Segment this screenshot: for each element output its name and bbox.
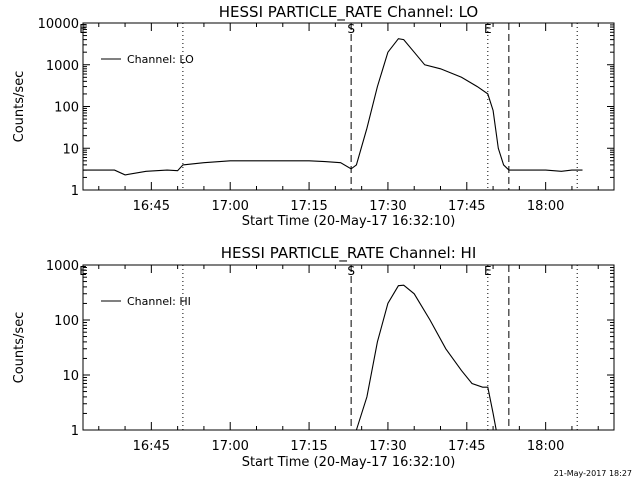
x-tick-label: 18:00: [527, 439, 564, 454]
y-tick-label: 10000: [38, 17, 79, 32]
y-tick-label: 100: [54, 314, 79, 329]
event-marker-label: E: [484, 264, 492, 278]
x-tick-label: 17:15: [290, 199, 327, 214]
series-line: [355, 284, 497, 431]
chart-title: HESSI PARTICLE_RATE Channel: HI: [221, 244, 477, 263]
y-tick-label: 1000: [46, 59, 79, 74]
event-marker-label: E: [484, 22, 492, 36]
x-tick-label: 16:45: [133, 439, 170, 454]
y-tick-label: 10: [62, 142, 79, 157]
x-tick-label: 18:00: [527, 199, 564, 214]
x-axis-label: Start Time (20-May-17 16:32:10): [242, 214, 456, 229]
series-line: [83, 38, 583, 176]
legend-label: Channel: HI: [127, 295, 191, 308]
x-tick-label: 17:30: [369, 439, 406, 454]
x-tick-label: 17:15: [290, 439, 327, 454]
y-tick-label: 100: [54, 101, 79, 116]
x-tick-label: 17:45: [448, 439, 485, 454]
event-marker-label: E: [79, 264, 87, 278]
x-tick-label: 17:45: [448, 199, 485, 214]
x-tick-label: 16:45: [133, 199, 170, 214]
y-tick-label: 1: [71, 424, 79, 439]
footer-timestamp: 21-May-2017 18:27: [554, 469, 632, 478]
plot-frame: [82, 22, 615, 191]
y-axis-label: Counts/sec: [12, 312, 27, 384]
y-axis-label: Counts/sec: [12, 71, 27, 143]
y-tick-label: 10: [62, 369, 79, 384]
x-tick-label: 17:30: [369, 199, 406, 214]
legend-label: Channel: LO: [127, 53, 194, 66]
chart-title: HESSI PARTICLE_RATE Channel: LO: [219, 3, 478, 22]
y-tick-label: 1: [71, 184, 79, 199]
plot-frame: [82, 264, 615, 431]
y-tick-label: 1000: [46, 259, 79, 274]
x-tick-label: 17:00: [211, 439, 248, 454]
event-marker-label: S: [347, 22, 355, 36]
event-marker-label: E: [79, 22, 87, 36]
x-axis-label: Start Time (20-May-17 16:32:10): [242, 455, 456, 470]
x-tick-label: 17:00: [211, 199, 248, 214]
event-marker-label: S: [347, 264, 355, 278]
